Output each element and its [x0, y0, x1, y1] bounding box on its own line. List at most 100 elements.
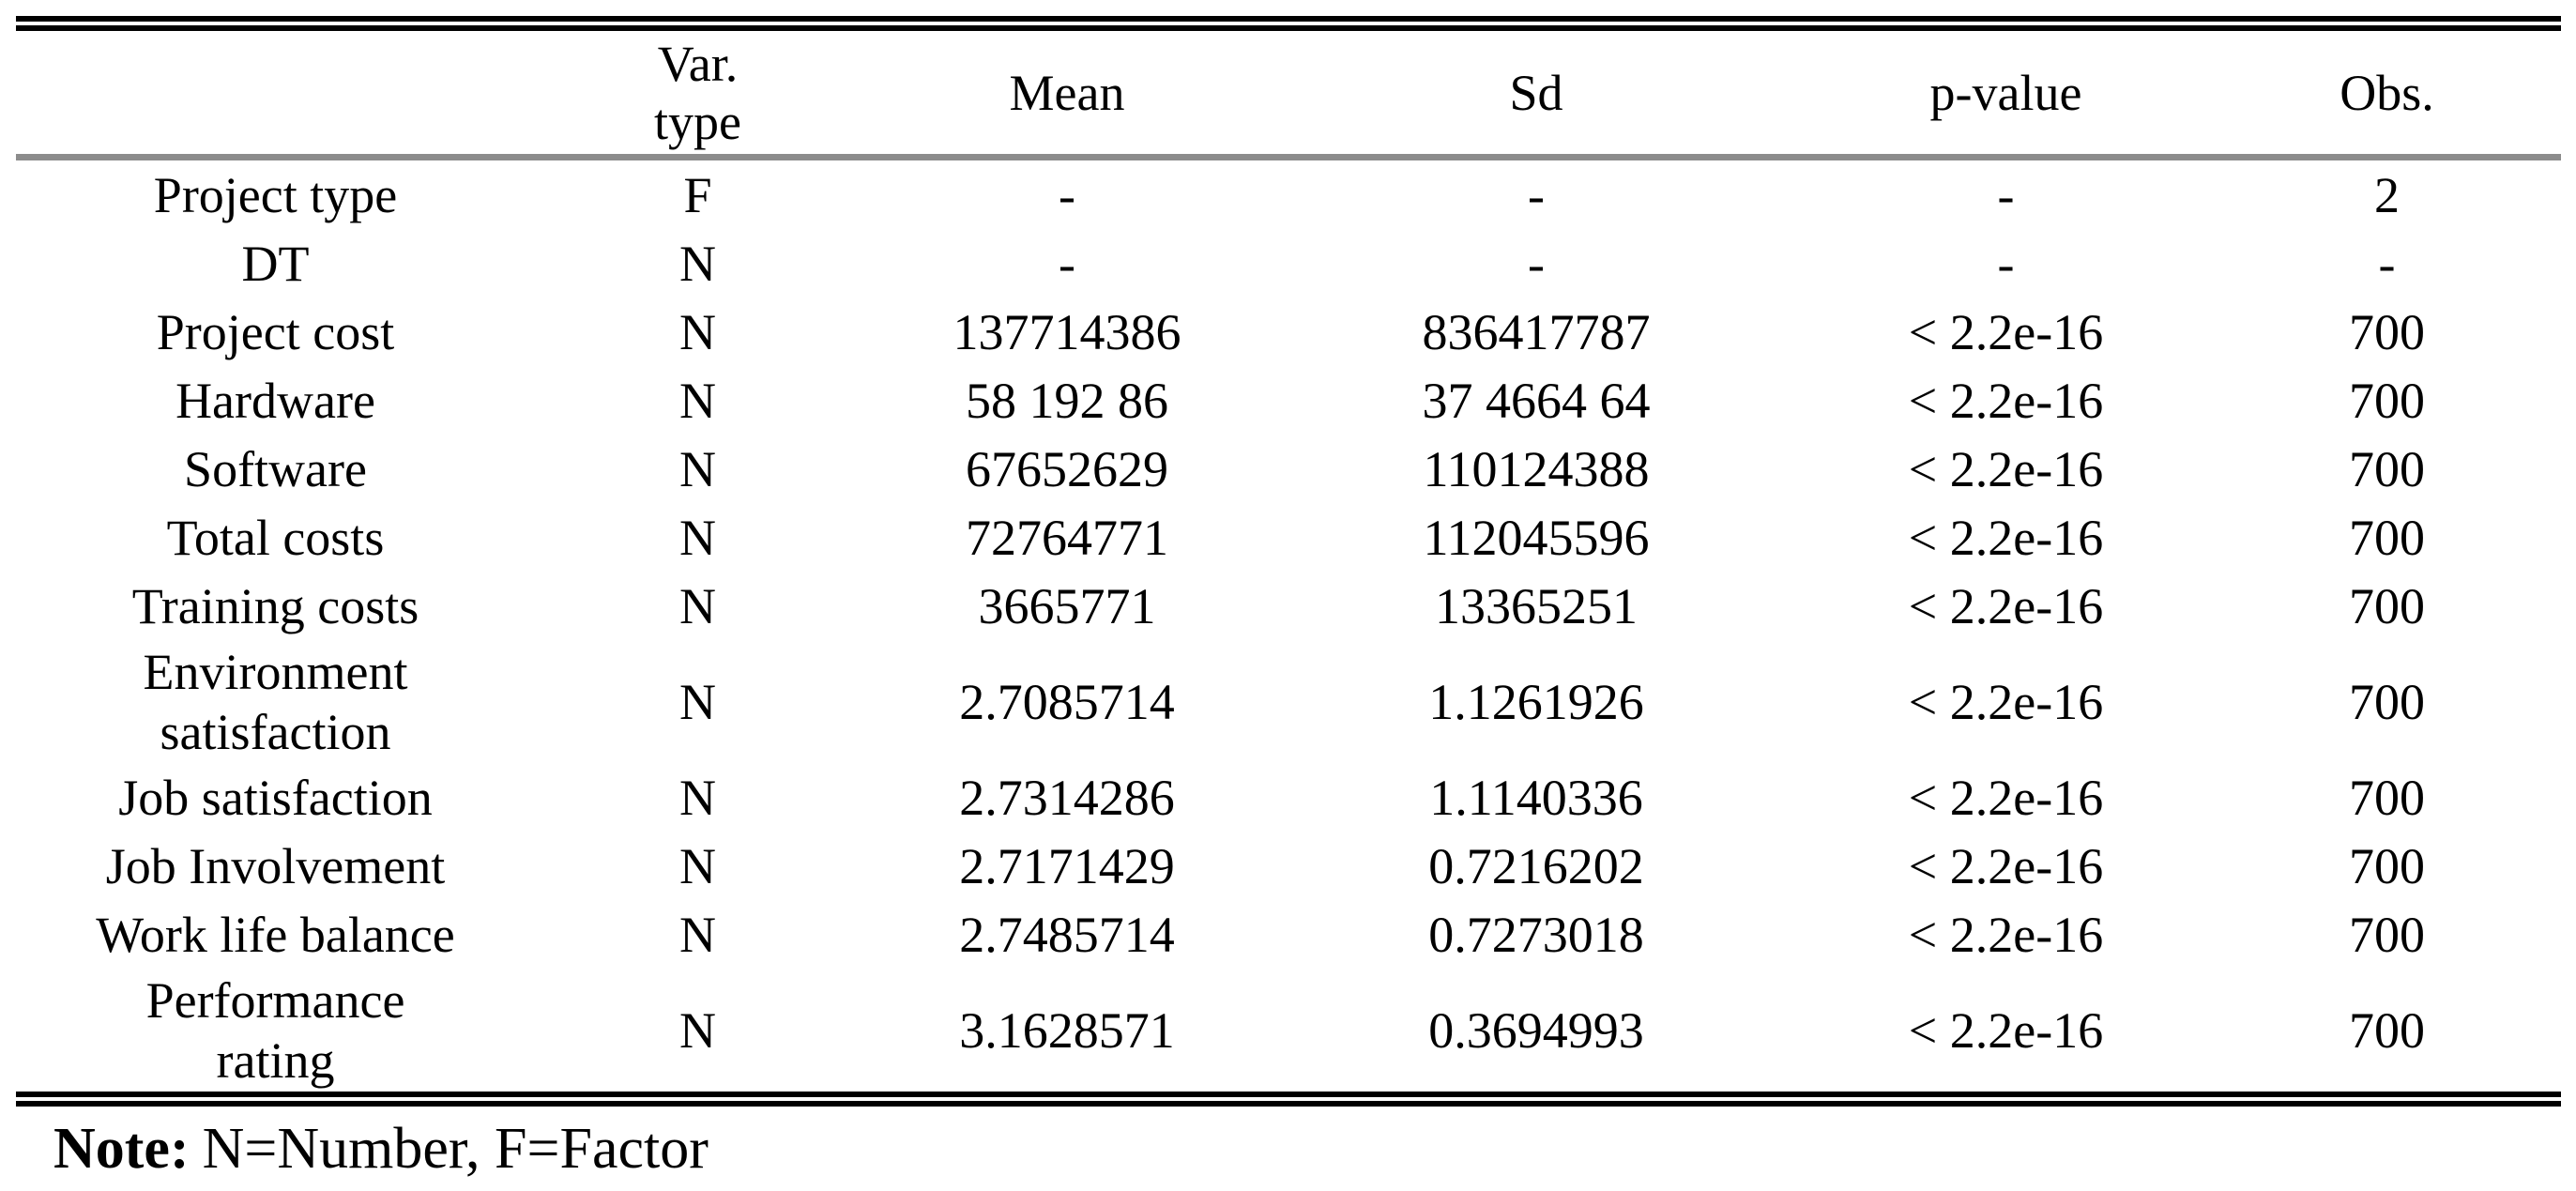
- cell-mean: 3.1628571: [959, 1001, 1175, 1059]
- header-mean: Mean: [861, 31, 1273, 160]
- header-variable: [16, 31, 535, 160]
- cell-variable: Work life balance: [96, 906, 455, 963]
- cell-var-type: N: [679, 440, 716, 497]
- cell-var-type: N: [679, 235, 716, 292]
- cell-mean: 137714386: [953, 303, 1181, 360]
- table-row: Job satisfaction N 2.7314286 1.1140336 < 2.2…: [16, 763, 2561, 832]
- cell-obs: 700: [2349, 673, 2425, 730]
- cell-variable: Training costs: [131, 577, 419, 634]
- cell-obs: 700: [2349, 509, 2425, 566]
- cell-obs: -: [2378, 235, 2396, 292]
- table-row: Job Involvement N 2.7171429 0.7216202 < 2.2e…: [16, 832, 2561, 900]
- cell-mean: 2.7314286: [959, 769, 1175, 826]
- cell-obs: 700: [2349, 303, 2425, 360]
- cell-var-type: N: [679, 769, 716, 826]
- cell-obs: 2: [2374, 166, 2400, 223]
- cell-variable: Performance rating: [145, 971, 405, 1089]
- summary-statistics-table: Var. type Mean Sd p-value Obs. Project t…: [16, 31, 2561, 1092]
- cell-obs: 700: [2349, 577, 2425, 634]
- bottom-double-rule: [16, 1092, 2561, 1107]
- table-header: Var. type Mean Sd p-value Obs.: [16, 31, 2561, 160]
- table-row: Environment satisfaction N 2.7085714 1.1261…: [16, 640, 2561, 763]
- cell-var-type: N: [679, 303, 716, 360]
- cell-sd: 112045596: [1423, 509, 1650, 566]
- cell-var-type: N: [679, 837, 716, 894]
- cell-mean: 2.7085714: [959, 673, 1175, 730]
- table-row: DT N - - - -: [16, 229, 2561, 298]
- cell-variable: Project type: [153, 166, 398, 223]
- table-row: Performance rating N 3.1628571 0.3694993 < 2…: [16, 969, 2561, 1092]
- table-note: Note: N=Number, F=Factor: [53, 1116, 2561, 1182]
- cell-sd: -: [1528, 166, 1545, 223]
- cell-var-type: N: [679, 673, 716, 730]
- table-row: Project cost N 137714386 836417787 < 2.2e-16…: [16, 298, 2561, 366]
- cell-obs: 700: [2349, 769, 2425, 826]
- header-p-value: p-value: [1799, 31, 2213, 160]
- cell-mean: -: [1059, 166, 1075, 223]
- table-row: Work life balance N 2.7485714 0.7273018 < 2.…: [16, 900, 2561, 969]
- cell-p-value: < 2.2e-16: [1908, 837, 2104, 894]
- note-text: N=Number, F=Factor: [202, 1117, 709, 1181]
- cell-p-value: < 2.2e-16: [1908, 372, 2104, 429]
- cell-variable: Job satisfaction: [118, 769, 433, 826]
- cell-variable: Hardware: [175, 372, 375, 429]
- note-label: Note:: [53, 1117, 190, 1181]
- header-var-type: Var. type: [535, 31, 861, 160]
- cell-sd: 1.1261926: [1428, 673, 1644, 730]
- cell-p-value: -: [1997, 235, 2015, 292]
- cell-sd: 37 4664 64: [1422, 372, 1651, 429]
- cell-obs: 700: [2349, 1001, 2425, 1059]
- header-obs: Obs.: [2213, 31, 2561, 160]
- top-double-rule: [16, 16, 2561, 31]
- table-row: Project type F - - - 2: [16, 158, 2561, 230]
- cell-p-value: < 2.2e-16: [1908, 1001, 2104, 1059]
- cell-mean: -: [1059, 235, 1075, 292]
- table-row: Software N 67652629 110124388 < 2.2e-16 700: [16, 435, 2561, 503]
- cell-var-type: N: [679, 1001, 716, 1059]
- cell-obs: 700: [2349, 440, 2425, 497]
- cell-sd: 0.3694993: [1428, 1001, 1644, 1059]
- cell-sd: 13365251: [1435, 577, 1638, 634]
- cell-sd: 1.1140336: [1429, 769, 1643, 826]
- cell-var-type: F: [683, 166, 712, 223]
- cell-mean: 2.7171429: [959, 837, 1175, 894]
- cell-var-type: N: [679, 509, 716, 566]
- cell-variable: Environment satisfaction: [143, 643, 408, 760]
- cell-var-type: N: [679, 906, 716, 963]
- cell-var-type: N: [679, 577, 716, 634]
- table-body: Project type F - - - 2 DT N - - - - Project cost N 137…: [16, 158, 2561, 1092]
- cell-p-value: < 2.2e-16: [1908, 769, 2104, 826]
- cell-sd: -: [1528, 235, 1545, 292]
- cell-variable: Project cost: [156, 303, 395, 360]
- cell-variable: DT: [241, 235, 310, 292]
- table-row: Training costs N 3665771 13365251 < 2.2e-16 7…: [16, 572, 2561, 640]
- cell-mean: 67652629: [966, 440, 1168, 497]
- cell-sd: 836417787: [1422, 303, 1651, 360]
- table-row: Hardware N 58 192 86 37 4664 64 < 2.2e-16 700: [16, 366, 2561, 435]
- cell-p-value: < 2.2e-16: [1908, 303, 2104, 360]
- header-sd: Sd: [1273, 31, 1799, 160]
- cell-p-value: < 2.2e-16: [1908, 509, 2104, 566]
- cell-sd: 0.7273018: [1428, 906, 1644, 963]
- cell-var-type: N: [679, 372, 716, 429]
- cell-p-value: < 2.2e-16: [1908, 577, 2104, 634]
- cell-sd: 110124388: [1423, 440, 1650, 497]
- cell-variable: Software: [184, 440, 367, 497]
- cell-sd: 0.7216202: [1428, 837, 1644, 894]
- cell-p-value: < 2.2e-16: [1908, 906, 2104, 963]
- cell-p-value: < 2.2e-16: [1908, 673, 2104, 730]
- cell-mean: 2.7485714: [959, 906, 1175, 963]
- cell-p-value: -: [1997, 166, 2015, 223]
- cell-mean: 72764771: [966, 509, 1168, 566]
- cell-mean: 3665771: [978, 577, 1156, 634]
- cell-mean: 58 192 86: [966, 372, 1168, 429]
- header-row: Var. type Mean Sd p-value Obs.: [16, 31, 2561, 160]
- cell-obs: 700: [2349, 837, 2425, 894]
- cell-variable: Job Involvement: [105, 837, 446, 894]
- cell-p-value: < 2.2e-16: [1908, 440, 2104, 497]
- cell-obs: 700: [2349, 372, 2425, 429]
- cell-obs: 700: [2349, 906, 2425, 963]
- cell-variable: Total costs: [166, 509, 385, 566]
- table-row: Total costs N 72764771 112045596 < 2.2e-16 70…: [16, 503, 2561, 572]
